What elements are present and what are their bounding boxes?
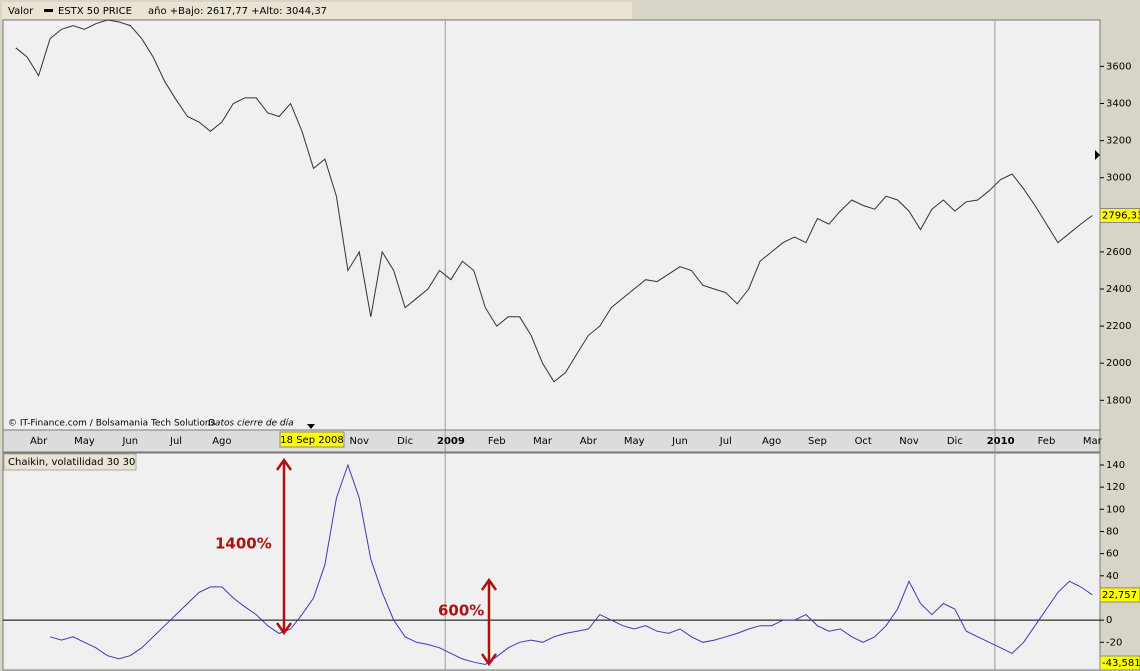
x-tick-label: Oct (855, 436, 872, 447)
x-tick-label: Jun (671, 436, 688, 447)
header-instrument: ESTX 50 PRICE (58, 6, 132, 17)
value-label-box (1099, 587, 1140, 603)
legend-swatch (44, 9, 53, 12)
x-tick-label: Ago (762, 436, 781, 447)
x-tick-label: Mar (1083, 436, 1103, 447)
y-tick-label: 2600 (1106, 247, 1131, 258)
value-label: 22,757 (1102, 590, 1137, 601)
x-tick-label: 2010 (987, 436, 1015, 447)
y-tick-label: 0 (1106, 615, 1112, 626)
y-tick-label: 3600 (1106, 61, 1131, 72)
indicator-title: Chaikin, volatilidad 30 30 (8, 457, 135, 468)
annotation-text: 1400% (215, 535, 272, 553)
x-tick-label: Nov (899, 436, 919, 447)
series-line (49, 463, 1093, 666)
x-tick-label: Abr (30, 436, 48, 447)
x-tick-label: Nov (350, 436, 370, 447)
annotation-text: 600% (438, 602, 484, 620)
y-tick-label: 60 (1106, 549, 1119, 560)
y-tick-label: -20 (1106, 637, 1122, 648)
scroll-marker (1095, 150, 1100, 160)
y-tick-label: 2200 (1106, 321, 1131, 332)
y-tick-label: 3200 (1106, 136, 1131, 147)
x-tick-label: Ago (212, 436, 231, 447)
x-tick-label: May (74, 436, 95, 447)
header-range: año +Bajo: 2617,77 +Alto: 3044,37 (148, 6, 327, 17)
x-tick-label: Dic (947, 436, 963, 447)
marker-label: -43,581 (1102, 658, 1140, 669)
x-tick-label: Jun (121, 436, 138, 447)
x-axis-band (2, 429, 1101, 453)
series-line (15, 19, 1093, 383)
x-tick-label: Abr (580, 436, 598, 447)
credit: © IT-Finance.com / Bolsamania Tech Solut… (8, 419, 216, 429)
chaikin-plot (2, 452, 1101, 671)
value-label: 2796,33 (1102, 210, 1140, 221)
y-tick-label: 2400 (1106, 284, 1131, 295)
price-plot (2, 19, 1101, 431)
x-tick-label: Feb (488, 436, 506, 447)
header-label: Valor (8, 6, 34, 17)
y-tick-label: 3400 (1106, 98, 1131, 109)
y-tick-label: 120 (1106, 482, 1125, 493)
y-tick-label: 80 (1106, 526, 1119, 537)
x-tick-label: Dic (397, 436, 413, 447)
y-tick-label: 140 (1106, 460, 1125, 471)
value-label-box (1099, 207, 1140, 223)
indicator-box (3, 453, 137, 471)
y-tick-label: 40 (1106, 571, 1119, 582)
cursor-marker (307, 424, 315, 429)
x-tick-label: Feb (1038, 436, 1056, 447)
x-tick-label: Jul (169, 436, 182, 447)
x-tick-label: Mar (533, 436, 553, 447)
y-tick-label: 1800 (1106, 395, 1131, 406)
cursor-label: 18 Sep 2008 (280, 435, 343, 446)
arrow-head (275, 457, 293, 471)
arrow-head (275, 622, 293, 636)
x-tick-label: Jul (719, 436, 732, 447)
cursor-box (279, 431, 345, 448)
x-tick-label: Sep (808, 436, 827, 447)
y-tick-label: 100 (1106, 504, 1125, 515)
footer-note: Datos cierre de día (208, 419, 294, 429)
x-tick-label: May (624, 436, 645, 447)
arrow-head (480, 653, 498, 667)
arrow-head (480, 577, 498, 591)
y-tick-label: 3000 (1106, 173, 1131, 184)
marker-box (1099, 655, 1140, 671)
header-bar (2, 2, 632, 19)
y-tick-label: 2000 (1106, 358, 1131, 369)
x-tick-label: 2009 (437, 436, 465, 447)
